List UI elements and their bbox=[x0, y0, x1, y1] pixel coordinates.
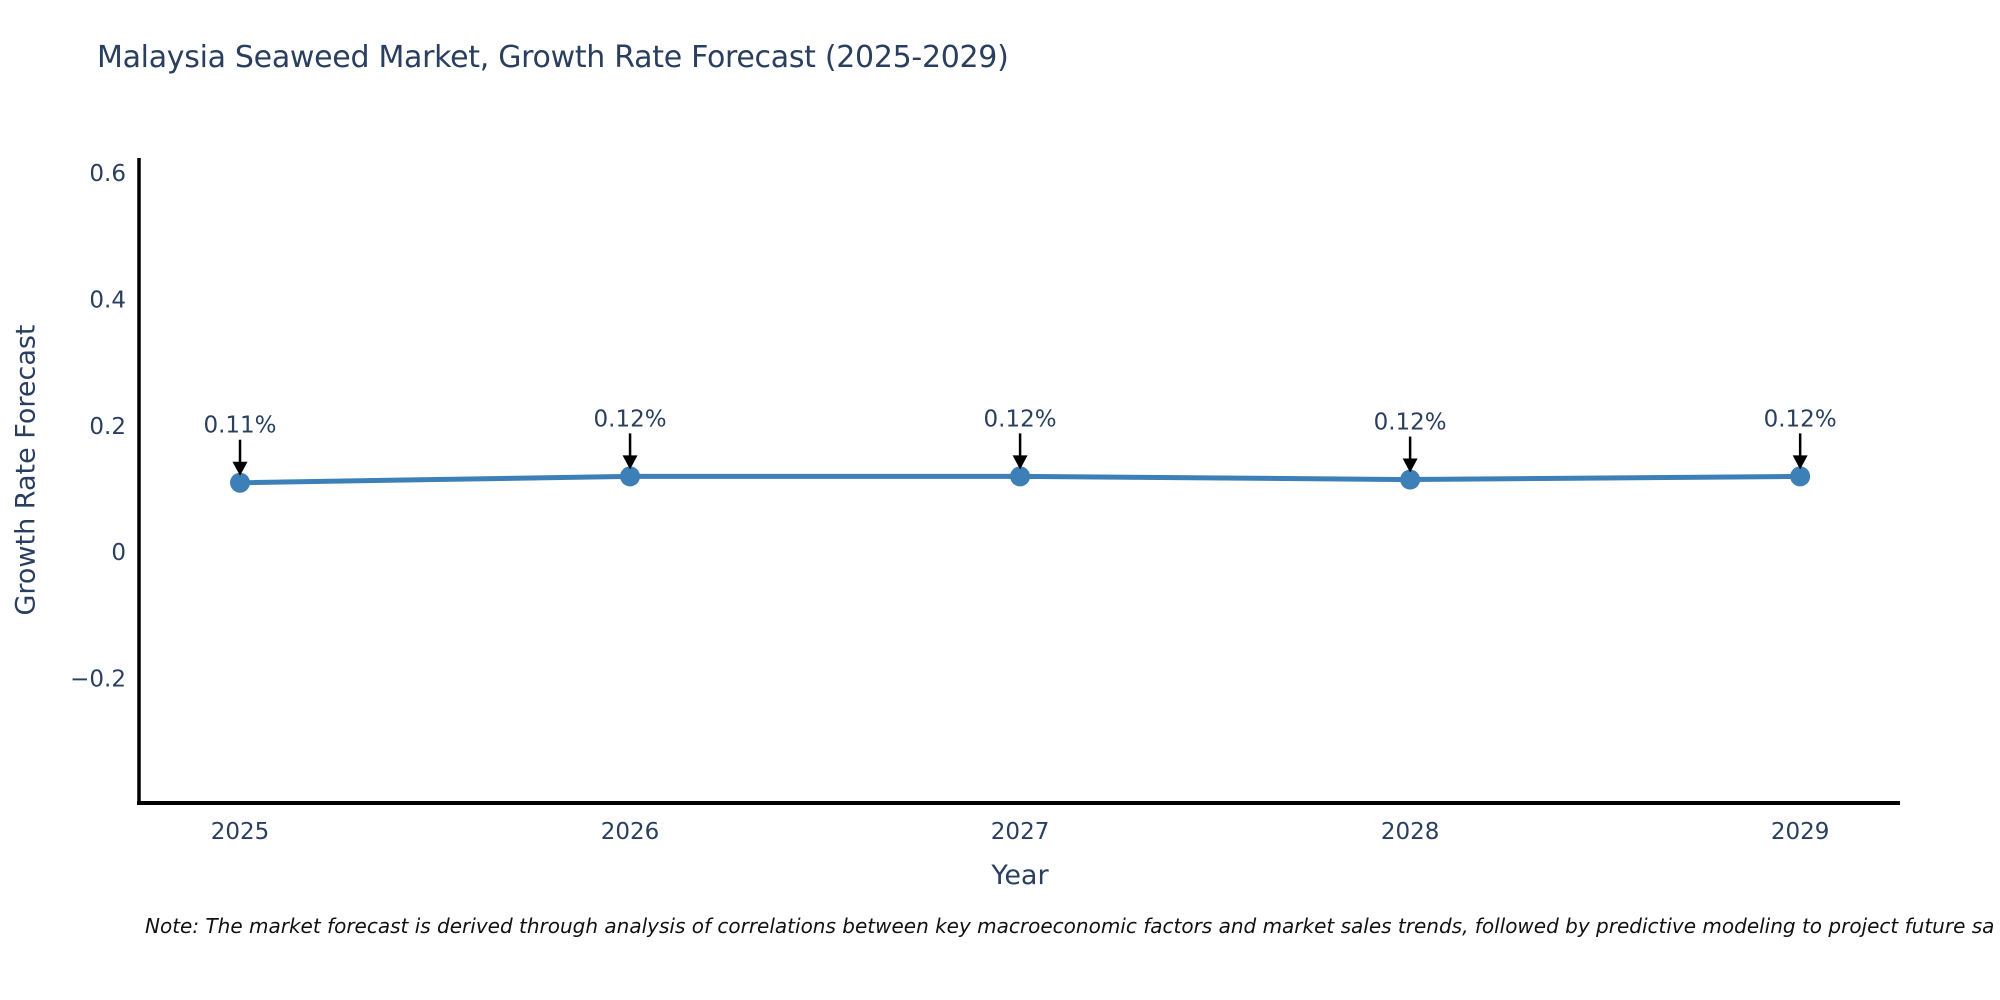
y-tick-label: 0.6 bbox=[89, 161, 126, 187]
annotation-arrowhead-icon bbox=[1792, 455, 1808, 470]
annotation-arrowhead-icon bbox=[1402, 458, 1418, 473]
data-point-label: 0.12% bbox=[984, 406, 1057, 432]
annotation-arrowhead-icon bbox=[622, 455, 638, 470]
y-tick-label: −0.2 bbox=[70, 667, 126, 693]
x-tick-label: 2027 bbox=[991, 819, 1050, 845]
x-tick-label: 2025 bbox=[211, 819, 270, 845]
data-point-label: 0.12% bbox=[1764, 406, 1837, 432]
data-point-marker bbox=[1790, 466, 1811, 487]
data-point-label: 0.11% bbox=[203, 413, 276, 439]
data-point-marker bbox=[230, 472, 251, 493]
y-tick-label: 0 bbox=[111, 540, 126, 566]
y-tick-label: 0.4 bbox=[89, 287, 126, 313]
x-tick-label: 2028 bbox=[1381, 819, 1440, 845]
y-tick-label: 0.2 bbox=[89, 414, 126, 440]
data-point-marker bbox=[620, 466, 641, 487]
data-point-label: 0.12% bbox=[1374, 410, 1447, 436]
x-tick-label: 2026 bbox=[601, 819, 660, 845]
data-point-label: 0.12% bbox=[594, 406, 667, 432]
data-point-marker bbox=[1010, 466, 1031, 487]
chart-title: Malaysia Seaweed Market, Growth Rate For… bbox=[97, 40, 1009, 75]
data-point-marker bbox=[1400, 469, 1421, 490]
x-tick-label: 2029 bbox=[1771, 819, 1830, 845]
footnote: Note: The market forecast is derived thr… bbox=[145, 914, 1995, 938]
annotation-arrowhead-icon bbox=[232, 461, 248, 476]
x-axis-title: Year bbox=[991, 860, 1049, 891]
annotation-arrowhead-icon bbox=[1012, 455, 1028, 470]
